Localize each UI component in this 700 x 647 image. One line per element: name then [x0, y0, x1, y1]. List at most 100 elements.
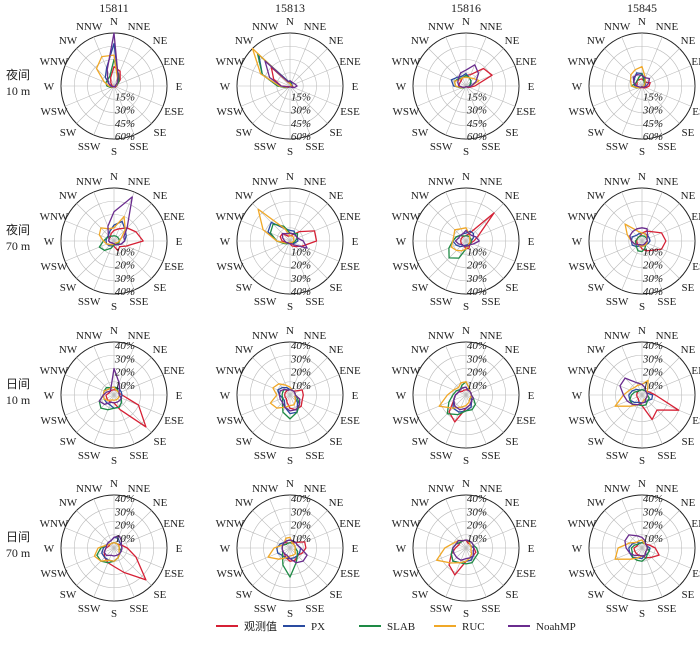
spoke-SSE — [465, 547, 487, 598]
spoke-NNW — [93, 191, 115, 242]
radial-tick-label: 15% — [467, 91, 487, 103]
direction-label-NE: NE — [153, 190, 168, 202]
spoke-NW — [428, 48, 467, 87]
station-title-15816: 15816 — [451, 1, 481, 15]
series-polygon-ruc — [257, 208, 295, 244]
direction-label-NNW: NNW — [252, 21, 279, 33]
direction-label-SW: SW — [60, 436, 77, 448]
spoke-WNW — [64, 220, 115, 242]
direction-label-W: W — [572, 236, 583, 248]
radial-tick-label: 30% — [114, 273, 135, 285]
direction-label-NNW: NNW — [604, 330, 631, 342]
direction-label-NNW: NNW — [252, 176, 279, 188]
series-polygon-noahmp — [624, 534, 648, 557]
spoke-WNW — [416, 220, 467, 242]
spoke-WSW — [240, 394, 291, 416]
direction-label-SE: SE — [154, 589, 167, 601]
direction-label-WNW: WNW — [40, 211, 69, 223]
radial-tick-label: 40% — [467, 286, 487, 298]
direction-label-NNE: NNE — [480, 176, 503, 188]
direction-label-SSW: SSW — [254, 141, 277, 153]
spoke-NE — [465, 203, 504, 242]
spoke-ESE — [641, 394, 692, 416]
series-polygon-noahmp — [281, 539, 308, 564]
direction-label-NW: NW — [59, 190, 78, 202]
spoke-SE — [465, 240, 504, 279]
spoke-SE — [465, 394, 504, 433]
spoke-ENE — [641, 374, 692, 396]
direction-label-SSW: SSW — [78, 450, 101, 462]
spoke-ESE — [465, 547, 516, 569]
legend-label: NoahMP — [536, 621, 576, 633]
radial-tick-label: 10% — [291, 246, 311, 258]
radial-tick-label: 10% — [467, 533, 487, 545]
direction-label-NNE: NNE — [128, 21, 151, 33]
direction-label-NNE: NNE — [304, 483, 327, 495]
direction-label-S: S — [287, 146, 293, 158]
row-label-height: 70 m — [6, 239, 31, 253]
direction-label-SSW: SSW — [606, 296, 629, 308]
radial-tick-label: 40% — [467, 340, 487, 352]
spoke-WSW — [592, 85, 643, 107]
spoke-ENE — [113, 527, 164, 549]
radial-tick-label: 30% — [466, 273, 487, 285]
series-polygon-noahmp — [452, 539, 475, 561]
row-label-period: 日间 — [6, 530, 30, 544]
spoke-WNW — [592, 374, 643, 396]
direction-label-WNW: WNW — [216, 365, 245, 377]
radial-tick-label: 30% — [114, 353, 135, 365]
spoke-ESE — [113, 85, 164, 107]
radial-tick-label: 20% — [643, 520, 663, 532]
direction-label-WSW: WSW — [569, 261, 597, 273]
spoke-ESE — [641, 85, 692, 107]
radial-tick-label: 40% — [643, 286, 663, 298]
spoke-NW — [76, 510, 115, 549]
radial-tick-label: 30% — [642, 506, 663, 518]
spoke-WNW — [64, 374, 115, 396]
spoke-WNW — [416, 527, 467, 549]
spoke-WNW — [240, 220, 291, 242]
direction-label-W: W — [220, 543, 231, 555]
direction-label-WSW: WSW — [217, 568, 245, 580]
direction-label-SW: SW — [236, 282, 253, 294]
spoke-NE — [641, 203, 680, 242]
direction-label-NNW: NNW — [428, 483, 455, 495]
series-polygon-noahmp — [457, 64, 480, 89]
direction-label-NNE: NNE — [656, 21, 679, 33]
direction-label-NNW: NNW — [604, 176, 631, 188]
direction-label-ESE: ESE — [692, 415, 700, 427]
direction-label-N: N — [462, 171, 470, 183]
direction-label-SSW: SSW — [430, 141, 453, 153]
spoke-SE — [113, 240, 152, 279]
direction-label-NE: NE — [329, 344, 344, 356]
spoke-NNE — [289, 345, 311, 396]
direction-label-SE: SE — [330, 589, 343, 601]
spoke-SSE — [641, 240, 663, 291]
series-polygon-noahmp — [264, 60, 298, 89]
spoke-SW — [428, 240, 467, 279]
direction-label-S: S — [639, 455, 645, 467]
spoke-NE — [465, 357, 504, 396]
spoke-ENE — [465, 374, 516, 396]
direction-label-N: N — [462, 478, 470, 490]
spoke-SSW — [93, 547, 115, 598]
direction-label-WSW: WSW — [217, 261, 245, 273]
direction-label-NNW: NNW — [428, 176, 455, 188]
series-polygon-noahmp — [619, 377, 648, 406]
direction-label-W: W — [572, 543, 583, 555]
radial-tick-label: 40% — [115, 286, 135, 298]
direction-label-SE: SE — [682, 589, 695, 601]
spoke-NNE — [465, 498, 487, 549]
spoke-ESE — [465, 85, 516, 107]
spoke-NNW — [621, 498, 643, 549]
radial-tick-label: 45% — [467, 118, 487, 130]
panels-layer: N NNENEENEEESESESSESSSWSWWSWWWNWNWNNW15%3… — [40, 16, 700, 620]
direction-label-NNE: NNE — [128, 176, 151, 188]
direction-label-S: S — [111, 146, 117, 158]
direction-label-SSW: SSW — [606, 603, 629, 615]
direction-label-SSW: SSW — [254, 296, 277, 308]
direction-label-E: E — [352, 81, 359, 93]
